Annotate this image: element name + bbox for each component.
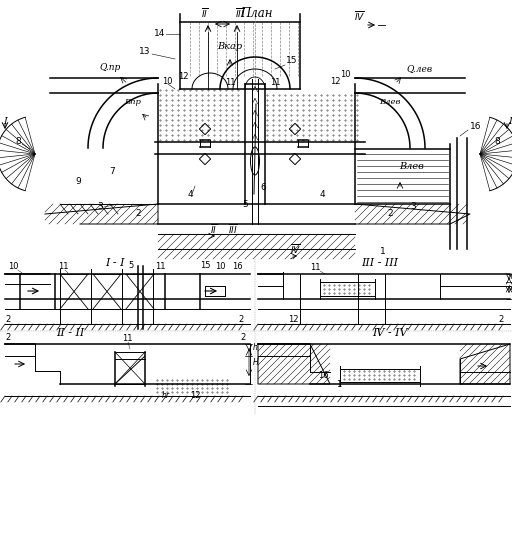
Text: 2: 2 xyxy=(5,315,10,324)
Text: $\overline{IV}$: $\overline{IV}$ xyxy=(290,243,302,256)
Text: 3: 3 xyxy=(97,202,103,211)
Text: 11: 11 xyxy=(58,262,69,271)
Text: 9: 9 xyxy=(75,177,81,186)
Text: 11: 11 xyxy=(310,263,321,272)
Text: 12: 12 xyxy=(330,77,340,86)
Text: 4: 4 xyxy=(320,190,326,199)
Text: 2: 2 xyxy=(238,315,243,324)
Text: 16: 16 xyxy=(232,262,243,271)
Text: 8: 8 xyxy=(494,137,500,146)
Text: $\overline{II}$: $\overline{II}$ xyxy=(201,6,209,20)
Text: 12: 12 xyxy=(190,391,201,400)
Text: 16: 16 xyxy=(318,371,329,380)
Text: 2: 2 xyxy=(387,209,393,218)
Text: 3: 3 xyxy=(410,202,416,211)
Text: План: План xyxy=(240,7,272,20)
Text: 2: 2 xyxy=(240,333,245,342)
Text: Q.пр: Q.пр xyxy=(99,63,121,72)
Text: 8: 8 xyxy=(15,137,21,146)
Text: $\overline{III}$: $\overline{III}$ xyxy=(235,6,245,20)
Text: h: h xyxy=(253,343,258,352)
Text: 10: 10 xyxy=(340,70,351,79)
Text: hr: hr xyxy=(162,391,170,400)
Text: 2: 2 xyxy=(135,209,141,218)
Text: Влев: Влев xyxy=(400,162,424,171)
Text: 10: 10 xyxy=(162,77,173,86)
Text: 14: 14 xyxy=(154,29,165,38)
Text: 12: 12 xyxy=(288,315,298,324)
Text: 6: 6 xyxy=(260,183,266,192)
Text: I: I xyxy=(3,117,7,126)
Text: 11: 11 xyxy=(155,262,165,271)
Text: 5: 5 xyxy=(242,200,248,209)
Text: 12: 12 xyxy=(178,72,188,81)
Text: 1: 1 xyxy=(380,247,386,256)
Text: Влев: Влев xyxy=(379,98,401,106)
Text: II - II: II - II xyxy=(56,328,84,338)
Bar xyxy=(289,153,301,165)
Text: $\overline{IV}$: $\overline{IV}$ xyxy=(354,9,366,23)
Text: 10: 10 xyxy=(215,262,225,271)
Text: Q.лев: Q.лев xyxy=(407,64,433,73)
Text: III - III: III - III xyxy=(361,258,398,268)
Bar xyxy=(199,123,210,135)
Text: 15: 15 xyxy=(200,261,210,270)
Text: I - I: I - I xyxy=(105,258,125,268)
Text: 11: 11 xyxy=(225,78,236,87)
Text: h: h xyxy=(508,274,512,280)
Text: 10: 10 xyxy=(8,262,18,271)
Bar xyxy=(199,153,210,165)
Text: 2: 2 xyxy=(5,333,10,342)
Text: 1: 1 xyxy=(336,380,342,389)
Text: 16: 16 xyxy=(470,122,481,131)
Text: Вкар: Вкар xyxy=(218,42,243,51)
Text: $\overline{III}$: $\overline{III}$ xyxy=(228,222,238,236)
Text: IV - IV: IV - IV xyxy=(372,328,408,338)
Text: I: I xyxy=(508,117,512,126)
Text: 7: 7 xyxy=(109,167,115,176)
Text: 4: 4 xyxy=(187,190,193,199)
Text: 13: 13 xyxy=(139,47,150,56)
Text: $\overline{II}$: $\overline{II}$ xyxy=(210,222,217,236)
Text: hr: hr xyxy=(508,285,512,291)
Text: 2: 2 xyxy=(498,315,503,324)
Bar xyxy=(289,123,301,135)
Text: H: H xyxy=(253,358,259,367)
Text: 5: 5 xyxy=(128,261,133,270)
Text: 15: 15 xyxy=(286,56,298,65)
Text: 11: 11 xyxy=(270,78,280,87)
Text: Впр: Впр xyxy=(124,98,141,106)
Text: 11: 11 xyxy=(122,334,133,343)
